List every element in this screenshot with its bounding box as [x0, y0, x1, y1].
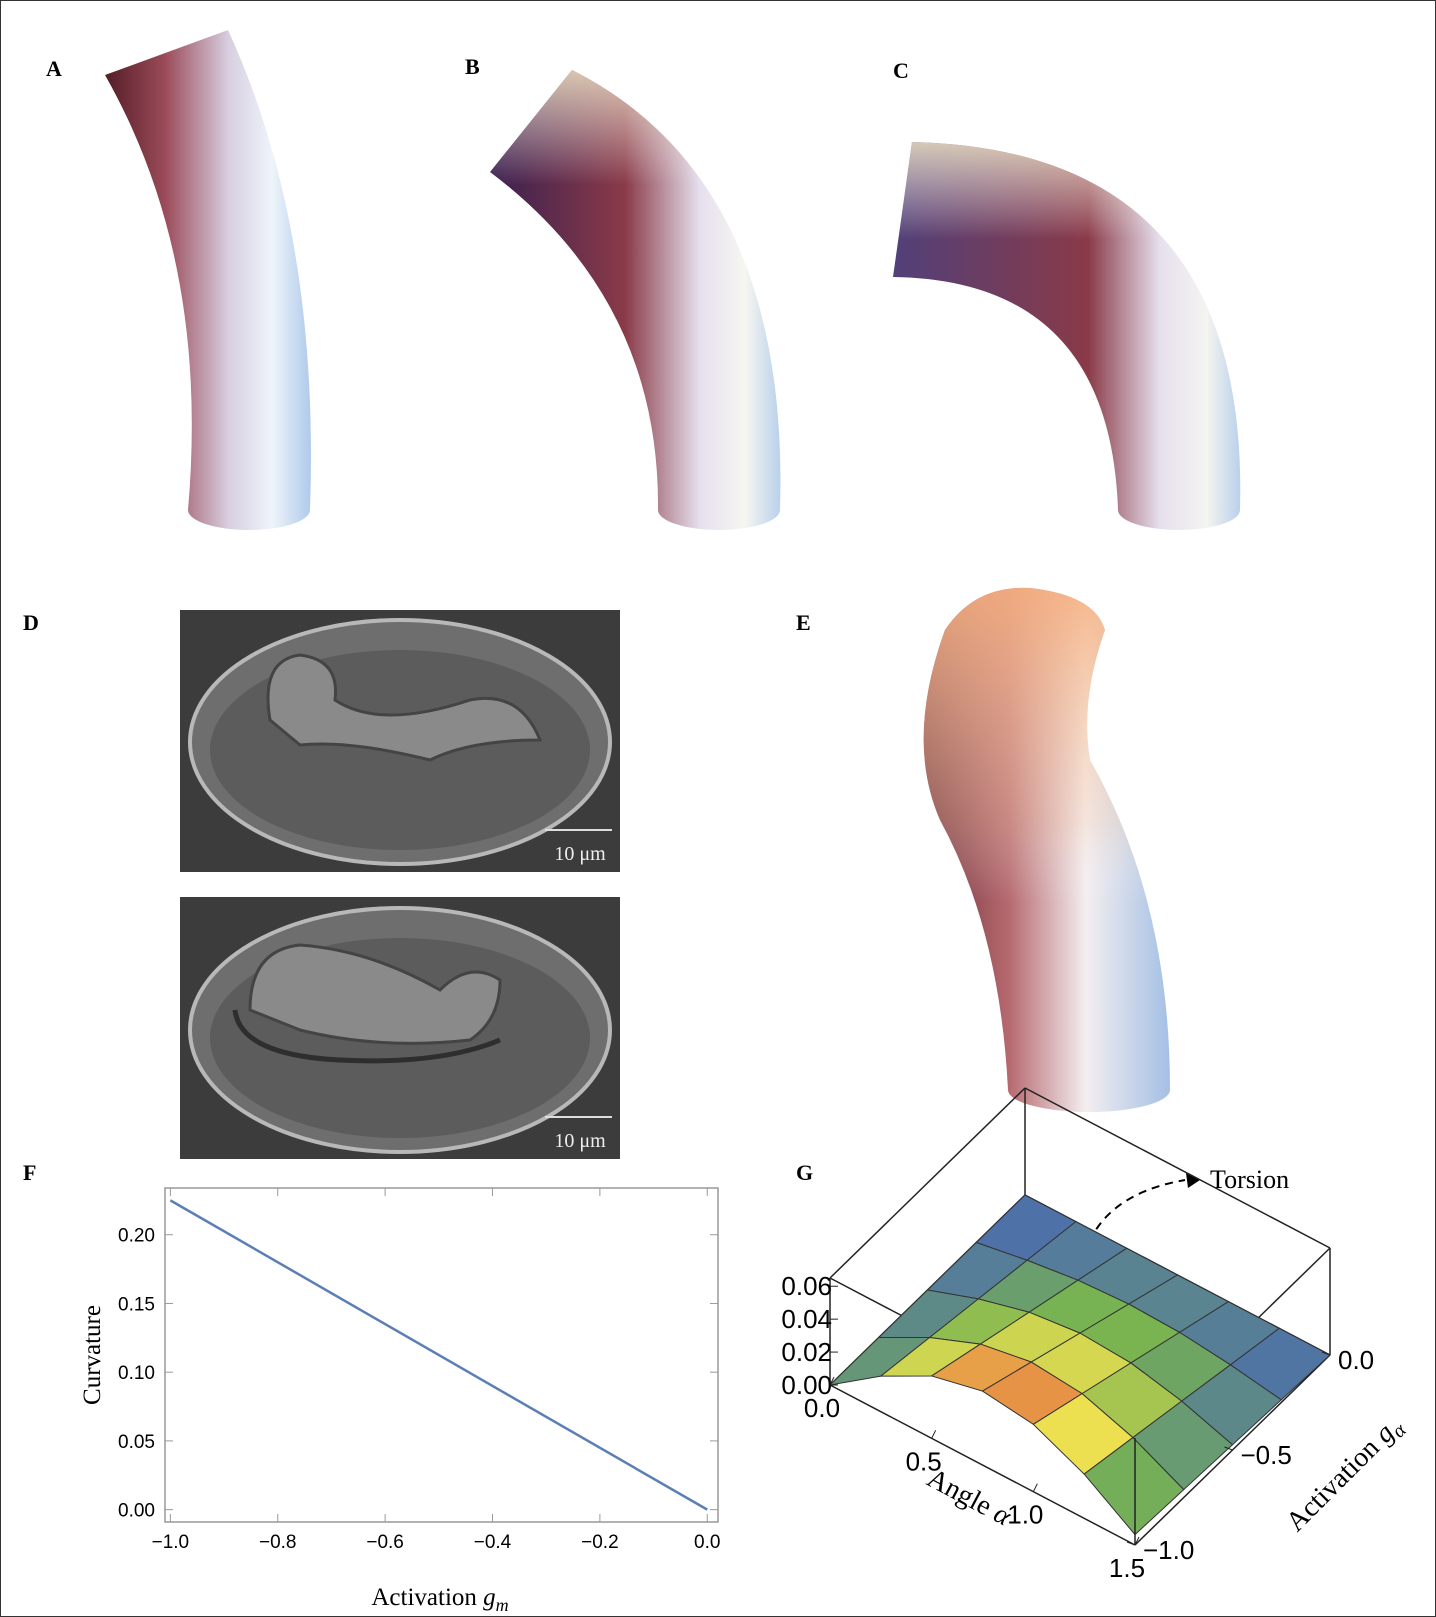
box-edge	[829, 1087, 1026, 1279]
y-tick-label: 0.05	[118, 1432, 155, 1453]
x-tick-label: −0.4	[474, 1532, 512, 1553]
annotation-arrowhead	[1186, 1173, 1200, 1188]
tube-a	[105, 30, 311, 530]
x-tick-label: 0.0	[694, 1532, 720, 1553]
y-tick-label: 0.0	[1338, 1345, 1374, 1375]
panel-label: B	[465, 54, 480, 79]
panel-label: C	[893, 58, 909, 83]
y-tick	[1126, 1541, 1136, 1546]
z-tick-label: 0.02	[781, 1337, 832, 1367]
box-edge	[829, 1384, 1136, 1546]
micrograph-top	[180, 610, 620, 872]
panel-label: D	[23, 610, 39, 635]
x-axis-label-sub: m	[496, 1595, 509, 1615]
scale-bar-label: 10 μm	[554, 1130, 606, 1152]
x-tick	[1134, 1536, 1140, 1546]
tube-e-shade	[923, 587, 1170, 1112]
z-tick-label: 0.00	[781, 1370, 832, 1400]
y-axis-label: Curvature	[79, 1305, 106, 1405]
panel-label: F	[23, 1160, 36, 1185]
plot-frame	[164, 1187, 719, 1523]
y-tick-label: 0.20	[118, 1226, 155, 1247]
tube-c-shade	[893, 142, 1241, 530]
micrograph-bottom	[180, 897, 620, 1159]
x-tick	[1032, 1483, 1038, 1492]
x-tick-label: −0.8	[259, 1532, 297, 1553]
scale-bar-label: 10 μm	[554, 843, 606, 865]
x-tick-label: 1.5	[1109, 1553, 1145, 1583]
x-tick-label: 0.0	[804, 1393, 840, 1423]
x-tick-label: −0.6	[366, 1532, 404, 1553]
annotation: Torsion	[1210, 1165, 1289, 1194]
x-tick-label: 1.0	[1007, 1500, 1043, 1530]
panel-label: A	[46, 56, 62, 81]
y-axis-label-text: Activation	[1280, 1432, 1386, 1538]
annotation-arrow	[1078, 1179, 1186, 1311]
x-tick-label: 0.5	[906, 1446, 942, 1476]
x-axis-label-var: g	[483, 1584, 496, 1611]
y-tick-label: 0.10	[118, 1363, 155, 1384]
z-tick-label: 0.06	[781, 1271, 832, 1301]
y-tick	[1224, 1446, 1233, 1451]
x-tick-label: −1.0	[152, 1532, 190, 1553]
y-axis-label: Activation gα	[1280, 1410, 1411, 1541]
y-tick-label: 0.15	[118, 1294, 155, 1315]
y-tick	[1321, 1351, 1331, 1356]
x-tick	[931, 1430, 937, 1439]
line	[169, 1199, 708, 1511]
x-tick	[829, 1376, 835, 1386]
z-tick-label: 0.04	[781, 1304, 832, 1334]
x-axis-label-text: Activation	[371, 1584, 477, 1611]
box-edge	[1024, 1087, 1331, 1249]
y-tick-label: −0.5	[1241, 1440, 1292, 1470]
y-tick-label: 0.00	[118, 1501, 155, 1522]
x-tick-label: −0.2	[581, 1532, 619, 1553]
x-axis-label: Activation gm	[371, 1584, 508, 1615]
y-tick-label: −1.0	[1143, 1535, 1194, 1565]
panel-label: G	[796, 1160, 813, 1185]
tube-b-shade	[490, 70, 781, 530]
panel-label: E	[796, 610, 811, 635]
